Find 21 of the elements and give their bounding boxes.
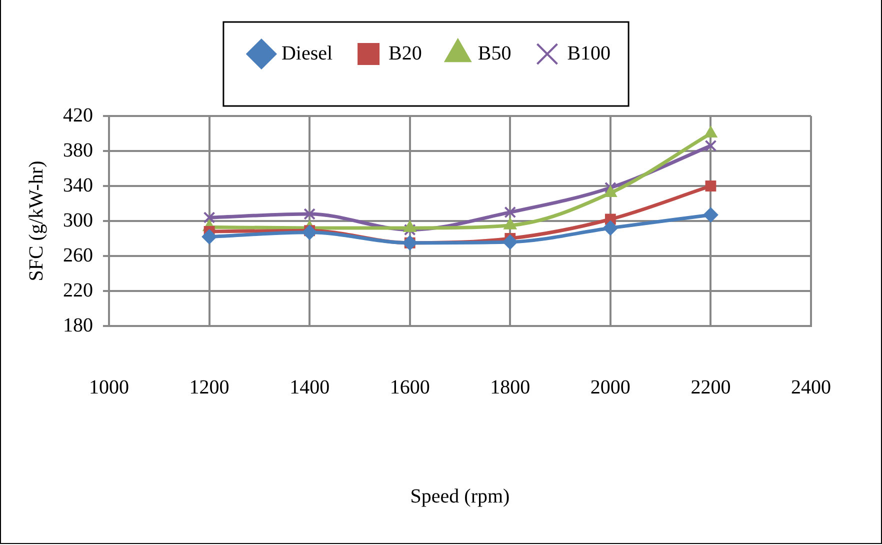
x-tick-label: 2200 bbox=[690, 376, 731, 398]
y-axis-title: SFC (g/kW-hr) bbox=[25, 160, 48, 282]
legend-label: Diesel bbox=[281, 42, 333, 64]
legend-label: B50 bbox=[478, 42, 512, 64]
y-tick-label: 180 bbox=[63, 314, 93, 336]
x-tick-label: 1000 bbox=[89, 376, 129, 398]
x-tick-label: 1600 bbox=[390, 376, 430, 398]
legend-label: B100 bbox=[567, 42, 611, 64]
x-tick-label: 2400 bbox=[791, 376, 831, 398]
x-tick-label: 1200 bbox=[189, 376, 230, 398]
x-tick-label: 2000 bbox=[590, 376, 630, 398]
y-tick-label: 380 bbox=[63, 139, 93, 162]
y-tick-label: 420 bbox=[63, 104, 93, 126]
y-tick-label: 260 bbox=[63, 244, 93, 266]
x-tick-label: 1800 bbox=[490, 376, 530, 398]
y-tick-label: 220 bbox=[63, 279, 93, 302]
x-axis-title: Speed (rpm) bbox=[410, 485, 510, 508]
legend-label: B20 bbox=[388, 42, 422, 64]
y-tick-label: 300 bbox=[63, 209, 93, 232]
x-tick-label: 1400 bbox=[290, 376, 330, 398]
y-tick-label: 340 bbox=[63, 174, 93, 196]
